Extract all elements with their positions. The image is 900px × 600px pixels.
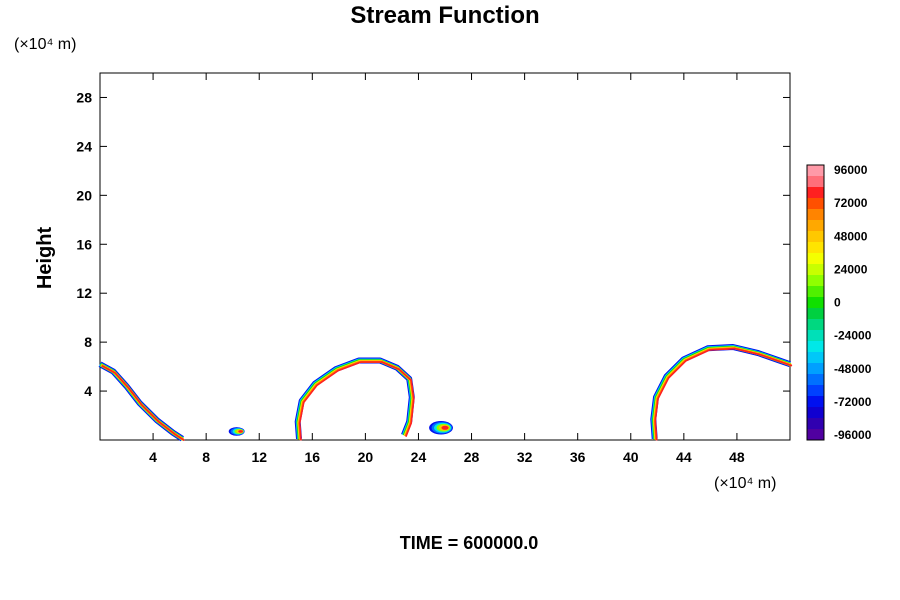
x-ticks: 4 8 12 16 20 24 28 32 36 40 44 48 [149,73,745,465]
colorbar-swatch [807,330,824,342]
contour-feature-spot-26 [429,421,453,435]
x-tick-label: 48 [729,449,745,465]
colorbar-swatch [807,187,824,199]
x-tick-label: 24 [411,449,427,465]
colorbar-swatch [807,242,824,254]
colorbar-swatch [807,264,824,276]
y-tick-label: 20 [76,187,92,203]
colorbar-swatch [807,253,824,265]
colorbar-swatch [807,165,824,177]
colorbar-swatch [807,396,824,408]
colorbar-label: 96000 [834,163,868,177]
y-tick-label: 28 [76,89,92,105]
colorbar-swatch [807,374,824,386]
contour-feature-spot-10 [228,427,245,436]
colorbar-swatch [807,363,824,375]
x-unit-label: (×10⁴ m) [714,475,776,492]
y-tick-label: 4 [84,383,92,399]
x-tick-label: 32 [517,449,533,465]
x-tick-label: 12 [251,449,267,465]
x-tick-label: 8 [202,449,210,465]
contour-line [654,347,793,441]
chart-title: Stream Function [350,2,539,29]
colorbar-label: -96000 [834,428,872,442]
colorbar-swatch [807,352,824,364]
x-tick-label: 44 [676,449,692,465]
colorbar-swatch [807,231,824,243]
contour-feature-right-dome [650,344,793,441]
contour-line [298,361,415,441]
y-tick-label: 24 [76,138,92,154]
x-tick-label: 16 [305,449,321,465]
colorbar-swatch [807,176,824,188]
time-label: TIME = 600000.0 [400,533,539,553]
colorbar-swatch [807,418,824,430]
y-axis-label: Height [34,227,56,290]
colorbar-label: 24000 [834,262,868,276]
contour-features [98,344,793,442]
colorbar-swatch [807,308,824,320]
contour-feature-left-edge [98,361,185,442]
y-unit-label: (×10⁴ m) [14,36,76,53]
x-tick-label: 36 [570,449,586,465]
colorbar-label: -72000 [834,395,872,409]
colorbar-swatch [807,319,824,331]
y-tick-label: 8 [84,334,92,350]
colorbar-swatch [807,209,824,221]
contour-ring [238,430,244,433]
colorbar-swatch [807,341,824,353]
y-tick-label: 16 [76,236,92,252]
contour-feature-bubble-20 [294,357,415,441]
y-ticks: 4 8 12 16 20 24 28 [76,89,790,399]
colorbar-swatch [807,407,824,419]
x-tick-label: 4 [149,449,157,465]
colorbar-label: -48000 [834,362,872,376]
colorbar-label: 72000 [834,196,868,210]
colorbar-swatch [807,297,824,309]
colorbar-swatch [807,198,824,210]
plot-frame [99,72,791,441]
colorbar-label: 0 [834,296,841,310]
colorbar-label: -24000 [834,329,872,343]
x-tick-label: 40 [623,449,639,465]
colorbar-swatch [807,286,824,298]
contour-line [101,365,185,442]
contour-ring [441,425,449,430]
colorbar-swatch [807,385,824,397]
y-tick-label: 12 [76,285,92,301]
x-tick-label: 20 [358,449,374,465]
colorbar-label: 48000 [834,229,868,243]
colorbar: 96000 72000 48000 24000 0 -24000 -48000 -72000 -… [806,163,872,442]
colorbar-swatch [807,220,824,232]
colorbar-swatch [807,429,824,441]
colorbar-frame [806,164,825,441]
x-tick-label: 28 [464,449,480,465]
colorbar-swatch [807,275,824,287]
